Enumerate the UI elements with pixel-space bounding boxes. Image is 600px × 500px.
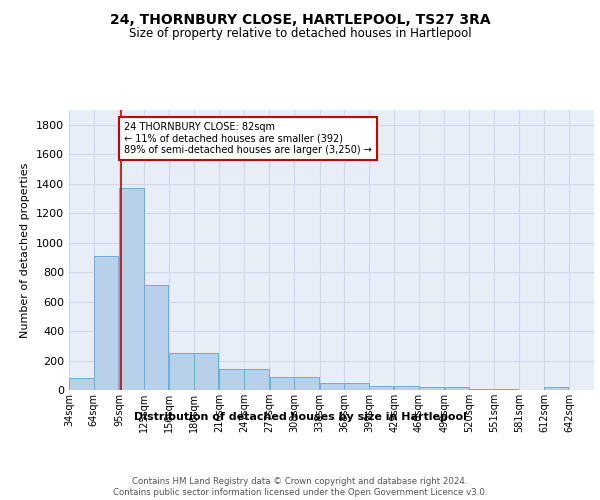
Bar bbox=[294, 378, 319, 390]
Bar bbox=[119, 188, 143, 390]
Bar bbox=[169, 353, 194, 390]
Text: Contains HM Land Registry data © Crown copyright and database right 2024.
Contai: Contains HM Land Registry data © Crown c… bbox=[113, 478, 487, 497]
Text: Distribution of detached houses by size in Hartlepool: Distribution of detached houses by size … bbox=[134, 412, 466, 422]
Bar bbox=[220, 370, 244, 390]
Bar bbox=[269, 378, 294, 390]
Bar bbox=[69, 378, 94, 390]
Bar bbox=[419, 388, 443, 390]
Text: 24, THORNBURY CLOSE, HARTLEPOOL, TS27 3RA: 24, THORNBURY CLOSE, HARTLEPOOL, TS27 3R… bbox=[110, 12, 490, 26]
Y-axis label: Number of detached properties: Number of detached properties bbox=[20, 162, 31, 338]
Bar bbox=[244, 370, 269, 390]
Bar bbox=[94, 256, 118, 390]
Bar bbox=[445, 388, 469, 390]
Bar bbox=[344, 382, 369, 390]
Bar bbox=[369, 386, 394, 390]
Bar bbox=[144, 284, 168, 390]
Bar bbox=[544, 388, 568, 390]
Bar bbox=[394, 386, 419, 390]
Bar bbox=[194, 353, 218, 390]
Bar bbox=[320, 382, 344, 390]
Text: Size of property relative to detached houses in Hartlepool: Size of property relative to detached ho… bbox=[128, 28, 472, 40]
Text: 24 THORNBURY CLOSE: 82sqm
← 11% of detached houses are smaller (392)
89% of semi: 24 THORNBURY CLOSE: 82sqm ← 11% of detac… bbox=[124, 122, 372, 155]
